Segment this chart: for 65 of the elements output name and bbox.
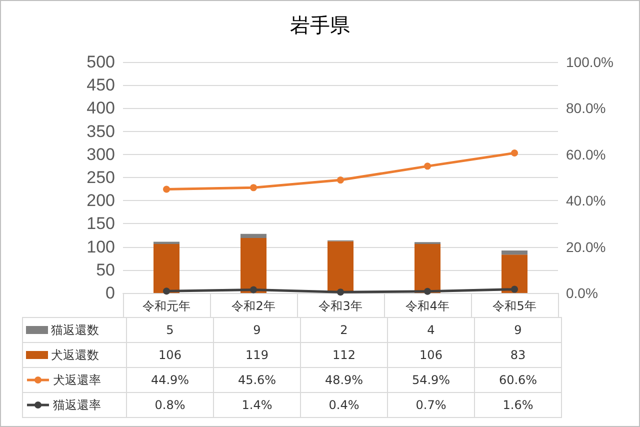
y-tick-label: 450 [86, 76, 115, 95]
y2-tick-label: 60.0% [566, 146, 606, 162]
y2-tick-label: 0.0% [566, 285, 598, 301]
legend-label: 犬返還率 [22, 368, 126, 392]
y-tick-label: 300 [86, 144, 115, 164]
bar [502, 254, 528, 293]
data-label: 106 [388, 342, 474, 368]
bar [240, 234, 266, 238]
data-label: 0.8% [126, 392, 214, 418]
y-tick-label: 200 [86, 191, 115, 210]
data-label: 1.6% [474, 392, 562, 418]
data-label: 5 [126, 318, 214, 342]
point [424, 288, 431, 295]
point [250, 286, 257, 294]
y-tick-label: 350 [86, 122, 115, 141]
data-label: 112 [300, 342, 388, 368]
y-tick-label: 150 [86, 214, 115, 234]
data-label: 0.4% [300, 392, 388, 418]
bar [328, 241, 354, 293]
point [163, 186, 170, 193]
y-tick-label: 0 [106, 284, 115, 302]
y-tick-label: 500 [86, 52, 115, 72]
data-label: 45.6% [214, 368, 300, 392]
data-label: 60.6% [474, 368, 562, 392]
data-label: 44.9% [126, 368, 214, 392]
bar [502, 250, 528, 255]
legend-label: 猫返還数 [22, 318, 126, 342]
chart-title: 岩手県 [290, 13, 350, 37]
point [250, 184, 257, 192]
y-tick-label: 100 [86, 237, 115, 256]
data-label: 9 [474, 318, 562, 342]
x-tick-label: 令和2年 [232, 299, 276, 313]
data-label: 54.9% [388, 368, 474, 392]
legend-label: 猫返還率 [22, 392, 126, 418]
y-tick-label: 50 [96, 260, 115, 280]
point [511, 150, 518, 157]
x-tick-label: 令和5年 [492, 299, 536, 313]
y-tick-label: 400 [86, 98, 115, 118]
bar [240, 238, 266, 293]
y2-tick-label: 100.0% [566, 54, 614, 70]
y-tick-label: 250 [86, 168, 115, 187]
point [337, 176, 344, 184]
x-tick-label: 令和3年 [318, 299, 362, 313]
point [163, 288, 170, 295]
bar [414, 244, 440, 293]
y2-tick-label: 20.0% [566, 238, 606, 255]
point [337, 288, 344, 296]
data-label: 119 [214, 342, 300, 368]
point [511, 286, 518, 293]
data-label: 1.4% [214, 392, 300, 418]
data-label: 106 [126, 342, 214, 368]
point [424, 162, 431, 170]
x-tick-label: 令和4年 [406, 299, 450, 313]
bar [154, 244, 180, 293]
data-label: 48.9% [300, 368, 388, 392]
legend-label: 犬返還数 [22, 342, 126, 368]
y2-tick-label: 40.0% [566, 192, 606, 209]
x-tick-label: 令和元年 [142, 299, 190, 313]
data-label: 4 [388, 318, 474, 342]
data-label: 0.7% [388, 392, 474, 418]
bar [154, 242, 180, 244]
y2-tick-label: 80.0% [566, 100, 606, 116]
data-label: 9 [214, 318, 300, 342]
data-label: 2 [300, 318, 388, 342]
data-label: 83 [474, 342, 562, 368]
